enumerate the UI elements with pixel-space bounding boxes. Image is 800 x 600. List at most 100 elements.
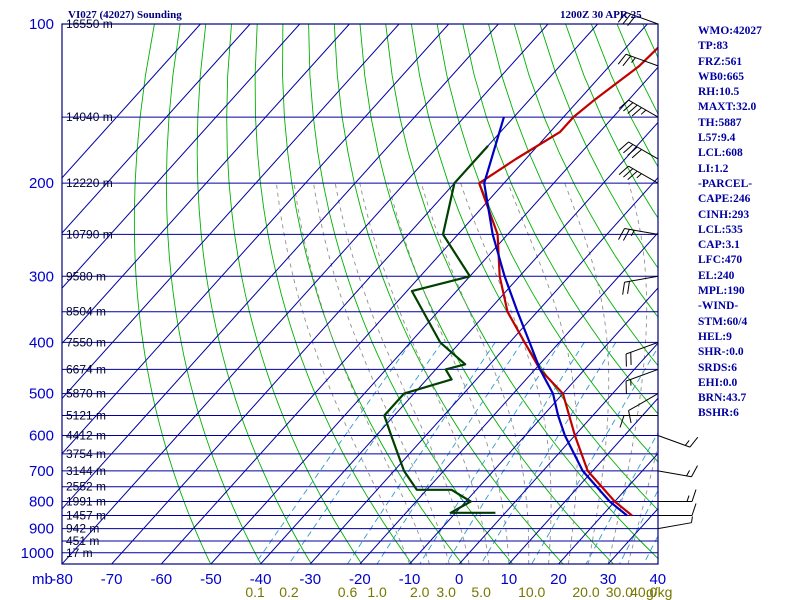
index-line: TH:5887 [698, 116, 742, 129]
index-line: SHR-:0.0 [698, 346, 744, 359]
mixing-ratio-line [619, 489, 658, 564]
height-tick-label: 5870 m [66, 387, 106, 401]
pressure-tick-label: 700 [29, 463, 54, 480]
wind-barb [622, 275, 659, 295]
dry-adiabat-line [226, 24, 363, 564]
wind-barb-flag [627, 170, 638, 180]
wind-barb [617, 53, 659, 67]
mixing-ratio-line [347, 342, 496, 564]
mixing-ratio-line [531, 346, 658, 564]
moist-adiabat-line [275, 183, 411, 564]
index-line: WB0:665 [698, 70, 744, 83]
index-line: MAXT:32.0 [698, 101, 757, 114]
pressure-axis-label: mb [32, 571, 53, 588]
temperature-tick-label: -10 [399, 571, 421, 588]
pressure-tick-label: 800 [29, 494, 54, 511]
wind-barb-half-flag [686, 470, 691, 477]
moist-adiabat-line [507, 183, 578, 564]
moist-adiabat-line [420, 183, 530, 564]
mixing-ratio-line [419, 342, 561, 564]
wind-barb-flag [691, 503, 697, 516]
chart-valid-time: 1200Z 30 APR 25 [560, 9, 642, 21]
temperature-tick-label: -50 [200, 571, 222, 588]
wind-barb-flag [623, 144, 634, 154]
mixing-ratio-line [376, 342, 523, 564]
height-tick-label: 5121 m [66, 409, 106, 423]
height-tick-label: 8504 m [66, 305, 106, 319]
dry-adiabat-line [539, 24, 658, 269]
index-line: LCL:608 [698, 147, 743, 160]
wind-barb [625, 368, 659, 394]
wind-barb-half-flag [686, 495, 690, 502]
mixing-ratio-lines [254, 342, 658, 564]
isotherm-line [62, 24, 350, 345]
height-tick-label: 12220 m [66, 176, 113, 190]
mixing-ratio-tick-label: 10.0 [518, 584, 545, 600]
wind-barb [619, 415, 658, 428]
wind-barb-flag [627, 146, 638, 156]
wind-barb-flag [627, 15, 636, 27]
height-tick-label: 2552 m [66, 480, 106, 494]
wind-barb-flag [618, 99, 629, 109]
mixing-ratio-line [445, 342, 585, 564]
index-line: HEL:9 [698, 330, 732, 343]
wind-barb-flag [631, 107, 642, 117]
height-tick-label: 942 m [66, 522, 99, 536]
wind-barb-staff [625, 11, 659, 25]
wind-barb-flag [623, 102, 634, 112]
wind-barb [618, 141, 659, 160]
isotherm-line [62, 24, 400, 400]
height-tick-label: 3754 m [66, 447, 106, 461]
index-line: LFC:470 [698, 254, 743, 267]
wind-barb [617, 11, 659, 27]
isotherm-line [62, 24, 450, 455]
wind-barb-flag [622, 229, 630, 241]
dry-adiabat-line [333, 24, 564, 564]
isotherm-line [458, 342, 658, 564]
wind-barb-half-flag [631, 57, 636, 63]
wind-barb [657, 435, 699, 448]
wind-barb [625, 341, 659, 367]
isotherm-line [62, 24, 301, 289]
wind-barb-flag [622, 13, 632, 25]
index-line: CAP:3.1 [698, 239, 740, 252]
index-line: -PARCEL- [698, 177, 753, 190]
height-tick-label: 14040 m [66, 110, 113, 124]
stability-indices-panel: WMO:42027 TP:83 FRZ:561 WB0:665 RH:10.5 MAXT:… [698, 24, 800, 422]
wind-barb [618, 165, 659, 184]
pressure-tick-label: 900 [29, 521, 54, 538]
moist-adiabat-line [313, 183, 450, 564]
dewpoint-trace [383, 145, 496, 514]
dry-adiabat-line [308, 24, 514, 564]
wind-barb [618, 99, 659, 118]
height-tick-label: 17 m [66, 546, 93, 560]
mixing-ratio-line [585, 431, 658, 564]
height-tick-label: 451 m [66, 534, 99, 548]
height-tick-label: 1457 m [66, 508, 106, 522]
wind-barb-half-flag [636, 173, 642, 179]
pressure-tick-label: 1000 [21, 545, 54, 562]
wind-barb-flag [617, 12, 627, 23]
mixing-ratio-tick-label: 0.1 [245, 584, 265, 600]
dry-adiabat-line [165, 24, 262, 564]
height-tick-label: 10790 m [66, 227, 113, 241]
wind-barb-half-flag [684, 440, 690, 446]
wind-barb-flag [627, 104, 638, 114]
height-tick-label: 9580 m [66, 269, 106, 283]
wind-barb-flag [631, 149, 642, 159]
wind-barb-flag [618, 228, 625, 240]
temperature-tick-label: 10 [501, 571, 518, 588]
isotherm-line [309, 176, 658, 564]
wind-barb [628, 393, 659, 424]
temperature-tick-label: -70 [101, 571, 123, 588]
mixing-ratio-tick-label: 0.2 [279, 584, 299, 600]
pressure-tick-label: 500 [29, 386, 54, 403]
wind-barb-flag [618, 165, 629, 175]
moist-adiabat-line [359, 183, 490, 564]
height-tick-label: 16550 m [66, 17, 113, 31]
dry-adiabat-line [513, 24, 658, 318]
mixing-ratio-tick-label: 30.0 [606, 584, 633, 600]
wind-barb-flag [689, 436, 699, 448]
wind-barb-half-flag [690, 516, 693, 523]
moist-adiabat-line [627, 443, 658, 564]
